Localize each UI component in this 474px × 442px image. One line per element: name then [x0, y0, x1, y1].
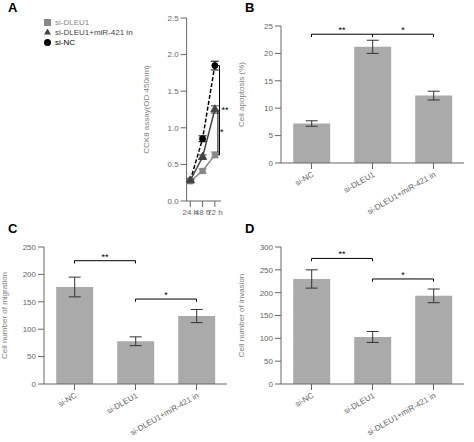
svg-text:Cell number of invasion: Cell number of invasion: [237, 274, 246, 358]
svg-text:si-DLEU1+miR-421 in: si-DLEU1+miR-421 in: [129, 391, 201, 438]
svg-text:**: **: [222, 105, 230, 115]
svg-text:25: 25: [264, 22, 273, 31]
svg-text:15: 15: [264, 77, 273, 86]
html-text:si-NC: si-NC: [55, 38, 75, 47]
svg-text:1.5: 1.5: [167, 87, 179, 96]
svg-text:150: 150: [260, 311, 274, 320]
svg-text:2.0: 2.0: [167, 50, 179, 59]
html-text:C: C: [8, 221, 18, 236]
svg-text:10: 10: [264, 104, 273, 113]
svg-text:48 h: 48 h: [194, 207, 211, 217]
html-text:si-DLEU1+miR-421 in: si-DLEU1+miR-421 in: [55, 28, 133, 37]
svg-text:CCK8 assay(OD 450nm): CCK8 assay(OD 450nm): [142, 65, 151, 154]
svg-text:0.5: 0.5: [167, 160, 179, 169]
svg-text:100: 100: [23, 325, 37, 334]
svg-text:200: 200: [260, 289, 274, 298]
svg-text:24 h: 24 h: [182, 207, 199, 217]
svg-text:**: **: [338, 249, 346, 259]
svg-text:0.0: 0.0: [167, 197, 179, 206]
html-text:A: A: [8, 0, 18, 15]
svg-text:200: 200: [23, 270, 37, 279]
svg-text:si-NC: si-NC: [294, 170, 316, 188]
svg-text:si-DLEU1: si-DLEU1: [105, 391, 140, 416]
svg-text:*: *: [401, 25, 405, 35]
svg-text:si-DLEU1+miR-421 in: si-DLEU1+miR-421 in: [366, 170, 438, 217]
html-text:D: D: [245, 221, 255, 236]
svg-text:Cell apoptosis (%): Cell apoptosis (%): [237, 62, 246, 127]
svg-text:*: *: [401, 270, 405, 280]
svg-text:si-DLEU1: si-DLEU1: [342, 391, 377, 416]
svg-text:5: 5: [269, 131, 274, 140]
svg-text:si-NC: si-NC: [57, 391, 79, 409]
svg-text:0: 0: [269, 380, 274, 389]
svg-text:2.5: 2.5: [167, 16, 179, 23]
svg-text:100: 100: [260, 334, 274, 343]
svg-text:si-NC: si-NC: [294, 391, 316, 409]
svg-text:1.0: 1.0: [167, 124, 179, 133]
svg-text:50: 50: [27, 352, 36, 361]
svg-text:Cell number of migration: Cell number of migration: [8, 272, 9, 359]
svg-text:si-DLEU1+miR-421 in: si-DLEU1+miR-421 in: [366, 391, 438, 438]
svg-text:*: *: [220, 127, 224, 137]
svg-text:0: 0: [269, 159, 274, 168]
svg-text:72 h: 72 h: [207, 208, 223, 217]
svg-text:*: *: [164, 290, 168, 300]
html-text:si-DLEU1: si-DLEU1: [55, 18, 90, 27]
svg-text:0: 0: [32, 380, 37, 389]
svg-text:250: 250: [23, 243, 37, 252]
html-text:B: B: [245, 0, 255, 15]
svg-text:50: 50: [264, 357, 273, 366]
svg-text:20: 20: [264, 49, 273, 58]
svg-text:**: **: [101, 252, 109, 262]
svg-text:**: **: [338, 25, 346, 35]
svg-text:300: 300: [260, 243, 274, 252]
svg-text:250: 250: [260, 266, 274, 275]
svg-text:150: 150: [23, 298, 37, 307]
svg-text:si-DLEU1: si-DLEU1: [342, 170, 377, 195]
